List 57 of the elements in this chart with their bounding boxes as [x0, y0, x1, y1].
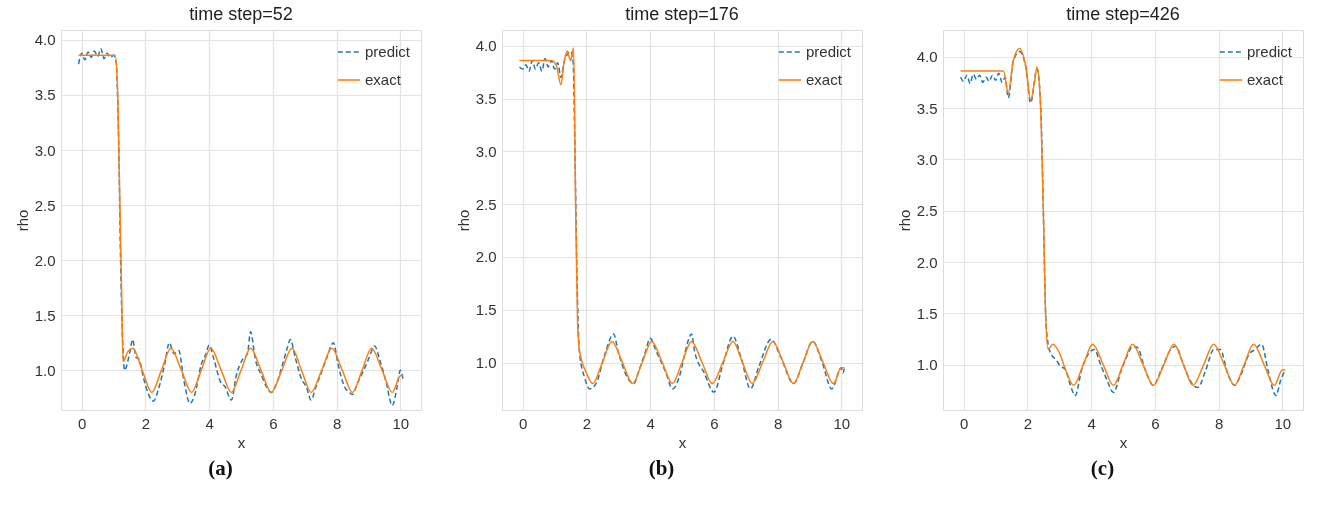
x-tick-label: 6: [1151, 414, 1160, 432]
y-tick-label: 2.5: [475, 195, 497, 213]
x-tick-label: 8: [332, 414, 342, 432]
y-tick-label: 1.0: [475, 354, 497, 371]
y-tick-label: 2.0: [916, 253, 938, 271]
legend-label: exact: [1247, 71, 1284, 88]
x-tick-label: 10: [392, 414, 410, 432]
y-tick-label: 3.0: [475, 142, 497, 160]
x-tick-label: 4: [205, 414, 214, 432]
y-axis-title: rho: [454, 209, 472, 232]
y-tick-label: 1.0: [34, 361, 56, 379]
chart-title: time step=426: [1066, 4, 1180, 24]
y-axis-title: rho: [895, 209, 913, 232]
x-tick-label: 10: [1274, 414, 1292, 432]
x-axis-title: x: [237, 433, 246, 451]
y-tick-label: 1.5: [34, 306, 56, 324]
y-tick-label: 1.5: [475, 301, 497, 319]
x-tick-label: 6: [269, 414, 278, 432]
x-tick-label: 8: [1214, 414, 1224, 432]
y-tick-label: 2.5: [916, 202, 938, 220]
x-tick-label: 4: [646, 414, 655, 432]
y-tick-label: 4.0: [916, 48, 938, 66]
x-tick-label: 0: [519, 414, 528, 432]
x-tick-label: 8: [773, 414, 783, 432]
y-tick-label: 3.0: [916, 150, 938, 168]
legend-label: exact: [365, 71, 402, 88]
y-tick-label: 4.0: [475, 37, 497, 55]
y-axis-title: rho: [13, 209, 31, 232]
x-tick-label: 0: [960, 414, 969, 432]
x-tick-label: 2: [582, 414, 592, 432]
legend-label: predict: [365, 43, 411, 60]
x-tick-label: 4: [1087, 414, 1096, 432]
y-tick-label: 3.5: [475, 90, 497, 108]
x-tick-label: 2: [1023, 414, 1033, 432]
y-tick-label: 2.0: [475, 248, 497, 266]
y-tick-label: 1.0: [916, 356, 938, 374]
legend-label: predict: [806, 43, 852, 60]
y-tick-label: 3.5: [916, 99, 938, 117]
x-tick-label: 0: [78, 414, 87, 432]
x-tick-label: 2: [141, 414, 151, 432]
chart-title: time step=176: [625, 4, 739, 24]
y-tick-label: 2.0: [34, 251, 56, 269]
legend-label: predict: [1247, 43, 1293, 60]
y-tick-label: 1.5: [916, 304, 938, 322]
chart-title: time step=52: [189, 4, 293, 24]
text: (a): [208, 456, 233, 481]
y-tick-label: 3.5: [34, 86, 56, 104]
legend-label: exact: [806, 71, 843, 88]
x-tick-label: 10: [833, 414, 851, 432]
x-tick-label: 6: [710, 414, 719, 432]
x-axis-title: x: [678, 433, 687, 451]
y-tick-label: 4.0: [34, 31, 56, 49]
text: (b): [648, 456, 675, 481]
y-tick-label: 2.5: [34, 196, 56, 214]
x-axis-title: x: [1119, 433, 1128, 451]
text: (c): [1090, 456, 1115, 481]
y-tick-label: 3.0: [34, 141, 56, 159]
